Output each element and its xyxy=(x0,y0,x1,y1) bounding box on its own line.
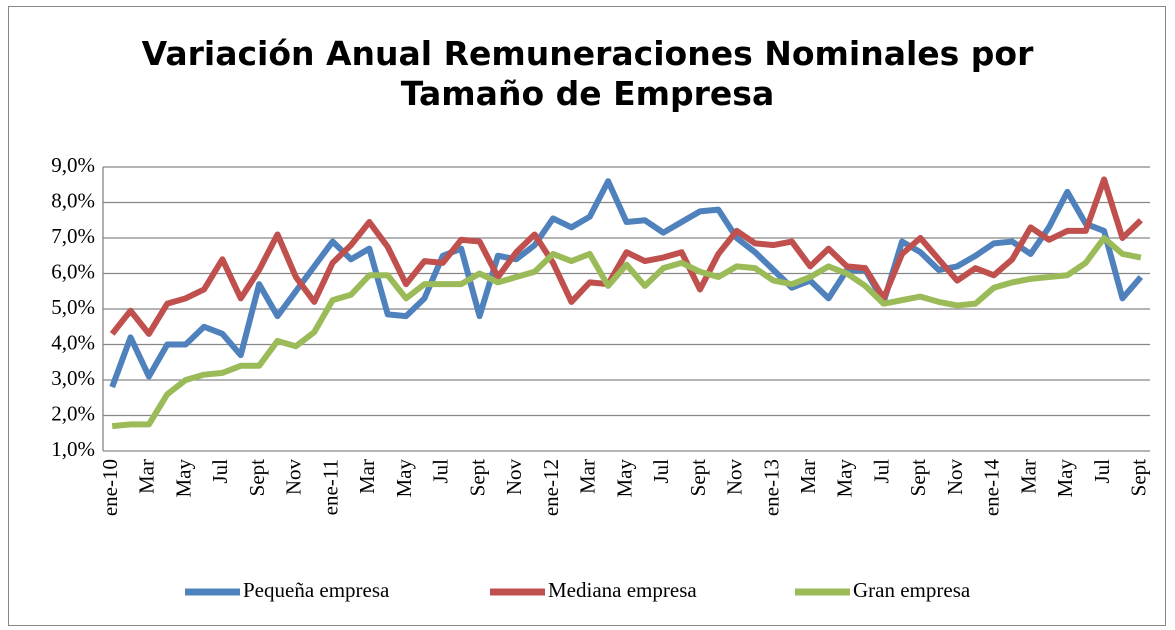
x-tick-label: Sept xyxy=(245,459,269,497)
x-tick-label: ene-14 xyxy=(980,459,1004,517)
y-tick-label: 7,0% xyxy=(51,224,95,248)
x-tick-label: ene-10 xyxy=(98,459,122,516)
x-tick-label: Jul xyxy=(649,459,673,484)
chart-title: Variación Anual Remuneraciones Nominales… xyxy=(141,34,1034,113)
x-tick-label: ene-13 xyxy=(759,459,783,516)
x-tick-label: Jul xyxy=(208,459,232,484)
y-tick-label: 3,0% xyxy=(51,366,95,390)
y-tick-label: 2,0% xyxy=(51,401,95,425)
x-tick-label: Mar xyxy=(576,459,600,494)
x-tick-label: Nov xyxy=(282,459,306,496)
x-tick-label: Mar xyxy=(1016,459,1040,494)
x-tick-label: Jul xyxy=(1090,459,1114,484)
x-tick-label: Jul xyxy=(869,459,893,484)
x-tick-label: Sept xyxy=(906,459,930,497)
x-tick-label: May xyxy=(171,459,195,498)
x-tick-label: Mar xyxy=(135,459,159,494)
y-tick-label: 1,0% xyxy=(51,437,95,461)
legend-label: Gran empresa xyxy=(853,578,971,602)
x-tick-label: May xyxy=(612,459,636,498)
x-tick-label: May xyxy=(1053,459,1077,498)
legend-label: Mediana empresa xyxy=(548,578,697,602)
x-tick-label: Nov xyxy=(723,459,747,496)
y-tick-label: 6,0% xyxy=(51,259,95,283)
x-tick-label: Mar xyxy=(796,459,820,494)
series-line xyxy=(109,176,1143,337)
x-tick-label: ene-12 xyxy=(539,459,563,516)
x-tick-label: Sept xyxy=(1127,459,1151,497)
y-tick-label: 4,0% xyxy=(51,330,95,354)
y-tick-label: 5,0% xyxy=(51,295,95,319)
chart-frame xyxy=(8,6,1166,626)
legend-label: Pequeña empresa xyxy=(243,578,390,602)
y-tick-label: 8,0% xyxy=(51,188,95,212)
series-line xyxy=(111,235,1142,430)
x-tick-label: May xyxy=(392,459,416,498)
x-tick-label: Nov xyxy=(502,459,526,496)
y-tick-label: 9,0% xyxy=(51,153,95,177)
x-tick-label: May xyxy=(833,459,857,498)
series-line xyxy=(109,178,1144,389)
x-tick-label: Sept xyxy=(686,459,710,497)
x-tick-label: ene-11 xyxy=(318,459,342,515)
x-tick-label: Sept xyxy=(465,459,489,497)
x-tick-label: Nov xyxy=(943,459,967,496)
x-tick-label: Mar xyxy=(355,459,379,494)
x-tick-label: Jul xyxy=(429,459,453,484)
